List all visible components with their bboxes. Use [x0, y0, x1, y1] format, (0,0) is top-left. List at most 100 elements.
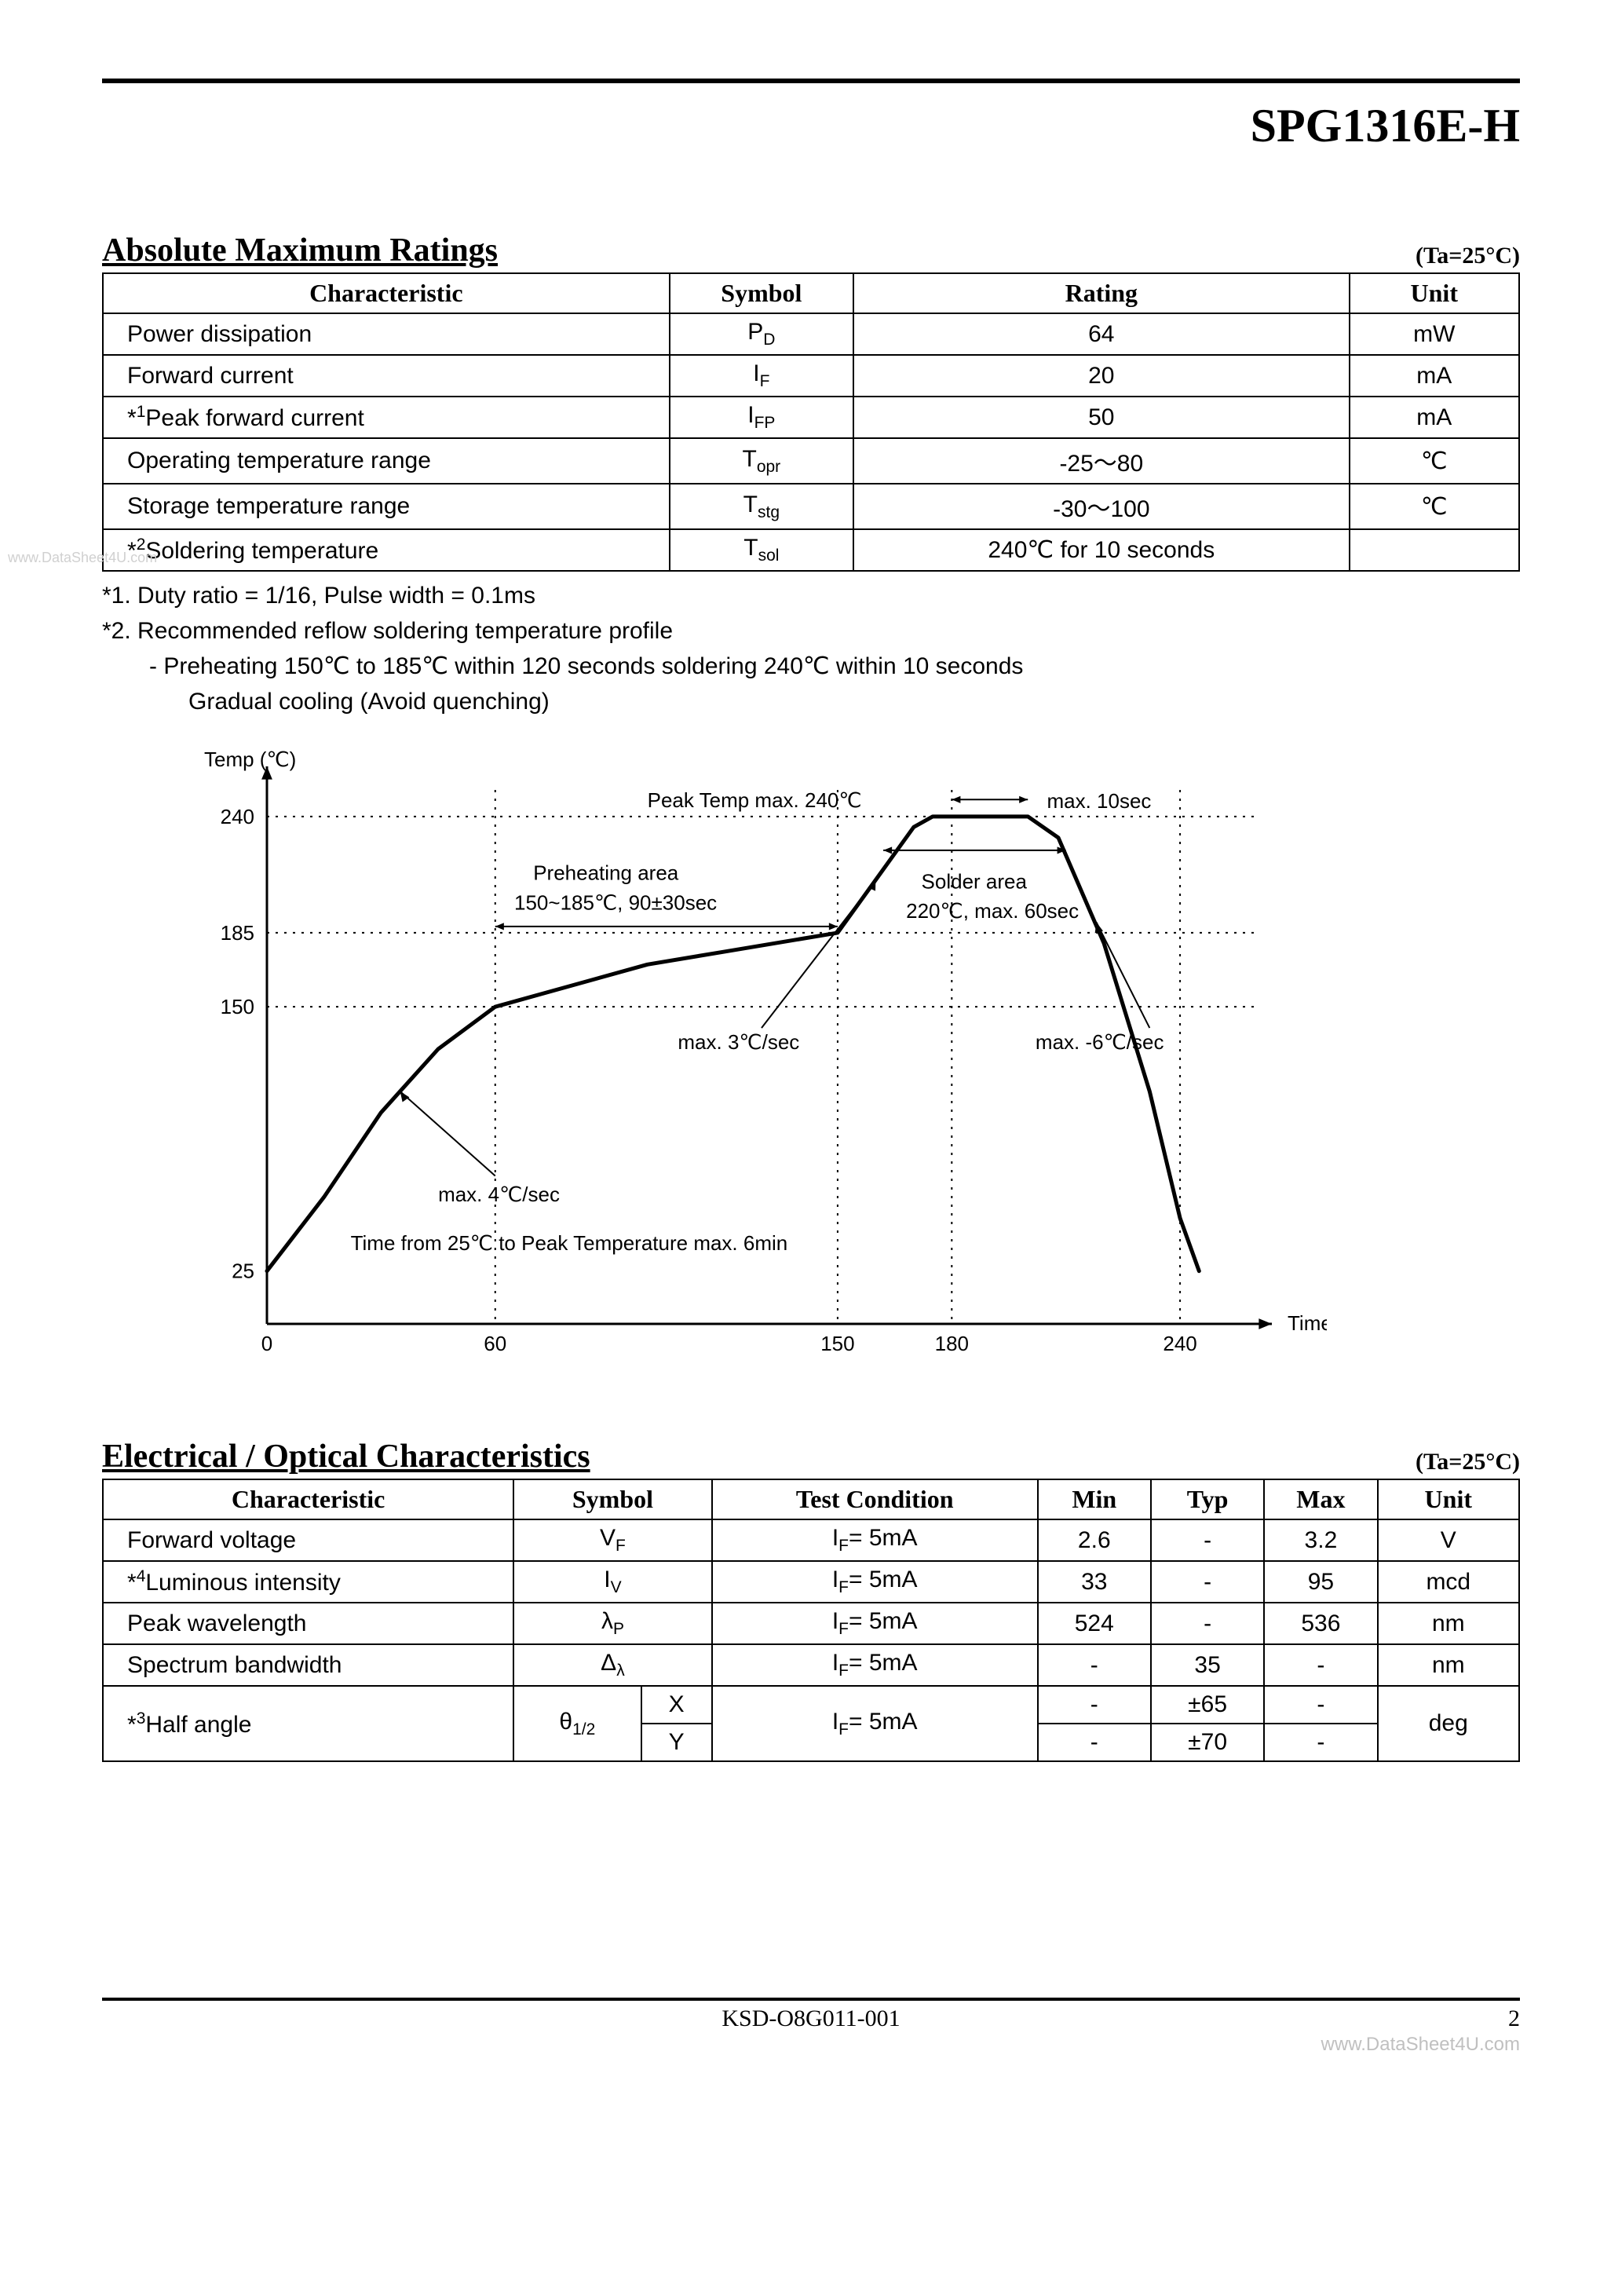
- cell-max: -: [1264, 1644, 1377, 1686]
- cell-typ: ±70: [1151, 1724, 1264, 1761]
- cell-characteristic: Operating temperature range: [103, 438, 670, 484]
- abs-max-footnotes: *1. Duty ratio = 1/16, Pulse width = 0.1…: [102, 578, 1520, 719]
- cell-unit: deg: [1378, 1686, 1519, 1761]
- cell-characteristic: Storage temperature range: [103, 484, 670, 529]
- cell-characteristic: *1Peak forward current: [103, 397, 670, 438]
- reflow-chart: Temp (℃)Time (sec)2515018524006015018024…: [133, 743, 1520, 1391]
- cell-min: -: [1038, 1686, 1151, 1724]
- svg-text:Peak Temp max. 240℃: Peak Temp max. 240℃: [648, 788, 862, 812]
- col-unit: Unit: [1378, 1479, 1519, 1519]
- svg-text:max. -6℃/sec: max. -6℃/sec: [1036, 1030, 1164, 1054]
- svg-text:150~185℃, 90±30sec: 150~185℃, 90±30sec: [514, 890, 717, 914]
- cell-max: 3.2: [1264, 1519, 1377, 1561]
- cell-unit: nm: [1378, 1644, 1519, 1686]
- footer-page-number: 2: [1508, 2005, 1520, 2032]
- part-number: SPG1316E-H: [102, 99, 1520, 153]
- cell-characteristic: Spectrum bandwidth: [103, 1644, 513, 1686]
- abs-max-header: Absolute Maximum Ratings (Ta=25°C): [102, 232, 1520, 269]
- elec-opt-table: Characteristic Symbol Test Condition Min…: [102, 1479, 1520, 1762]
- svg-text:Time (sec): Time (sec): [1288, 1311, 1327, 1335]
- cell-unit: V: [1378, 1519, 1519, 1561]
- top-rule: [102, 79, 1520, 83]
- cell-min: 2.6: [1038, 1519, 1151, 1561]
- cell-test-condition: IF= 5mA: [712, 1603, 1038, 1644]
- abs-max-ta-note: (Ta=25°C): [1416, 243, 1520, 269]
- table-row: Spectrum bandwidthΔλIF= 5mA-35-nm: [103, 1644, 1519, 1686]
- svg-text:Temp (℃): Temp (℃): [204, 748, 296, 771]
- elec-opt-ta-note: (Ta=25°C): [1416, 1449, 1520, 1475]
- col-test-condition: Test Condition: [712, 1479, 1038, 1519]
- cell-symbol: IV: [513, 1561, 712, 1603]
- page-footer: KSD-O8G011-001 2 www.DataSheet4U.com: [102, 2001, 1520, 2032]
- svg-text:max. 3℃/sec: max. 3℃/sec: [678, 1030, 799, 1054]
- cell-characteristic: *2Soldering temperature: [103, 529, 670, 571]
- table-row: Forward voltageVFIF= 5mA2.6-3.2V: [103, 1519, 1519, 1561]
- table-row: *1Peak forward currentIFP50mA: [103, 397, 1519, 438]
- table-row: Peak wavelengthλPIF= 5mA524-536nm: [103, 1603, 1519, 1644]
- col-max: Max: [1264, 1479, 1377, 1519]
- svg-text:185: 185: [221, 921, 254, 945]
- cell-symbol: λP: [513, 1603, 712, 1644]
- svg-text:60: 60: [484, 1332, 506, 1355]
- table-row: Forward currentIF20mA: [103, 355, 1519, 397]
- col-symbol: Symbol: [670, 273, 854, 313]
- col-min: Min: [1038, 1479, 1151, 1519]
- cell-symbol: IFP: [670, 397, 854, 438]
- cell-typ: ±65: [1151, 1686, 1264, 1724]
- cell-symbol: VF: [513, 1519, 712, 1561]
- cell-symbol-axis: X: [641, 1686, 712, 1724]
- svg-text:Time from 25℃ to Peak Temperat: Time from 25℃ to Peak Temperature max. 6…: [351, 1231, 788, 1255]
- cell-unit: [1350, 529, 1520, 571]
- col-symbol: Symbol: [513, 1479, 712, 1519]
- svg-text:max. 4℃/sec: max. 4℃/sec: [438, 1183, 560, 1206]
- cell-unit: ℃: [1350, 438, 1520, 484]
- cell-rating: 240℃ for 10 seconds: [853, 529, 1349, 571]
- footer-watermark: www.DataSheet4U.com: [1321, 2034, 1520, 2056]
- cell-max: -: [1264, 1686, 1377, 1724]
- svg-text:150: 150: [820, 1332, 854, 1355]
- cell-unit: mW: [1350, 313, 1520, 355]
- cell-unit: mcd: [1378, 1561, 1519, 1603]
- cell-symbol: Topr: [670, 438, 854, 484]
- cell-unit: nm: [1378, 1603, 1519, 1644]
- cell-characteristic: *4Luminous intensity: [103, 1561, 513, 1603]
- cell-rating: -30～100: [853, 484, 1349, 529]
- cell-test-condition: IF= 5mA: [712, 1561, 1038, 1603]
- elec-opt-title: Electrical / Optical Characteristics: [102, 1438, 590, 1475]
- cell-symbol: IF: [670, 355, 854, 397]
- svg-text:Solder area: Solder area: [922, 869, 1028, 893]
- cell-rating: 20: [853, 355, 1349, 397]
- cell-symbol: θ1/2: [513, 1686, 641, 1761]
- col-typ: Typ: [1151, 1479, 1264, 1519]
- table-row: *2Soldering temperatureTsol240℃ for 10 s…: [103, 529, 1519, 571]
- table-row: Power dissipationPD64mW: [103, 313, 1519, 355]
- cell-min: -: [1038, 1724, 1151, 1761]
- footnote-2b: Gradual cooling (Avoid quenching): [188, 684, 1520, 719]
- footnote-2a: - Preheating 150℃ to 185℃ within 120 sec…: [149, 649, 1520, 684]
- cell-rating: -25～80: [853, 438, 1349, 484]
- cell-symbol: Tstg: [670, 484, 854, 529]
- cell-min: 524: [1038, 1603, 1151, 1644]
- svg-text:240: 240: [1163, 1332, 1196, 1355]
- reflow-chart-svg: Temp (℃)Time (sec)2515018524006015018024…: [133, 743, 1327, 1387]
- table-header-row: Characteristic Symbol Rating Unit: [103, 273, 1519, 313]
- cell-test-condition: IF= 5mA: [712, 1644, 1038, 1686]
- cell-typ: -: [1151, 1561, 1264, 1603]
- elec-opt-header: Electrical / Optical Characteristics (Ta…: [102, 1438, 1520, 1475]
- cell-test-condition: IF= 5mA: [712, 1686, 1038, 1761]
- cell-max: -: [1264, 1724, 1377, 1761]
- footnote-1: *1. Duty ratio = 1/16, Pulse width = 0.1…: [102, 578, 1520, 613]
- cell-min: 33: [1038, 1561, 1151, 1603]
- cell-characteristic: Forward voltage: [103, 1519, 513, 1561]
- col-unit: Unit: [1350, 273, 1520, 313]
- cell-typ: 35: [1151, 1644, 1264, 1686]
- cell-unit: mA: [1350, 355, 1520, 397]
- svg-text:0: 0: [261, 1332, 272, 1355]
- cell-min: -: [1038, 1644, 1151, 1686]
- cell-rating: 64: [853, 313, 1349, 355]
- cell-characteristic: Peak wavelength: [103, 1603, 513, 1644]
- svg-text:25: 25: [232, 1260, 254, 1283]
- col-characteristic: Characteristic: [103, 1479, 513, 1519]
- svg-text:240: 240: [221, 805, 254, 828]
- table-header-row: Characteristic Symbol Test Condition Min…: [103, 1479, 1519, 1519]
